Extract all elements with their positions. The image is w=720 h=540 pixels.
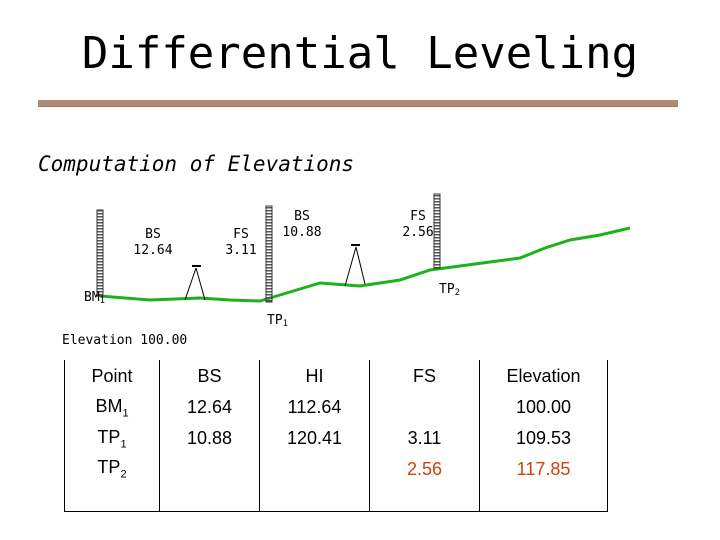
table-row-empty [64,484,608,513]
ground-profile [99,226,631,303]
leveling-rod-2 [265,205,273,303]
header-bs: BS [159,360,260,393]
cell-fs-highlight: 2.56 [369,453,480,485]
title-divider [38,100,678,107]
rod1-reading-value: 12.64 [133,243,172,258]
rod3-reading-label: BS [294,209,310,224]
rod2-reading-label: FS [233,227,249,242]
header-hi: HI [259,360,370,393]
leveling-rod-1 [96,209,104,297]
header-elevation: Elevation [479,360,608,393]
cell-hi: 120.41 [259,423,370,454]
cell-point: BM1 [64,392,160,424]
cell-bs: 12.64 [159,392,260,424]
level-instrument-2 [344,244,366,287]
cell-elevation: 100.00 [479,392,608,424]
header-point: Point [64,360,160,393]
table-row: TP2 2.56 117.85 [64,453,608,485]
cell-bs: 10.88 [159,423,260,454]
cell-hi [259,453,370,485]
cell-elevation: 109.53 [479,423,608,454]
rod4-reading-label: FS [410,209,426,224]
table-row: BM1 12.64 112.64 100.00 [64,392,608,424]
elevation-table: Point BS HI FS Elevation BM1 12.64 112.6… [64,360,608,513]
bm1-label: BM1 [84,290,105,306]
header-fs: FS [369,360,480,393]
slide-title: Differential Leveling [81,28,639,79]
leveling-diagram: BS 12.64 FS 3.11 BS 10.88 FS 2.56 BM1 TP… [62,193,631,348]
cell-elevation-highlight: 117.85 [479,453,608,485]
subtitle: Computation of Elevations [38,152,355,176]
rod4-reading-value: 2.56 [402,225,433,240]
level-instrument-1 [184,265,206,301]
table-header-row: Point BS HI FS Elevation [64,360,608,393]
leveling-rod-3 [433,193,441,269]
cell-bs [159,453,260,485]
cell-fs: 3.11 [369,423,480,454]
elevation-caption: Elevation 100.00 [62,333,187,348]
cell-hi: 112.64 [259,392,370,424]
tp2-label: TP2 [439,282,460,298]
table-row: TP1 10.88 120.41 3.11 109.53 [64,423,608,454]
cell-point: TP1 [64,423,160,454]
cell-point: TP2 [64,453,160,485]
rod1-reading-label: BS [145,227,161,242]
tp1-label: TP1 [267,313,288,329]
rod3-reading-value: 10.88 [282,225,321,240]
rod2-reading-value: 3.11 [225,243,256,258]
cell-fs [369,392,480,424]
